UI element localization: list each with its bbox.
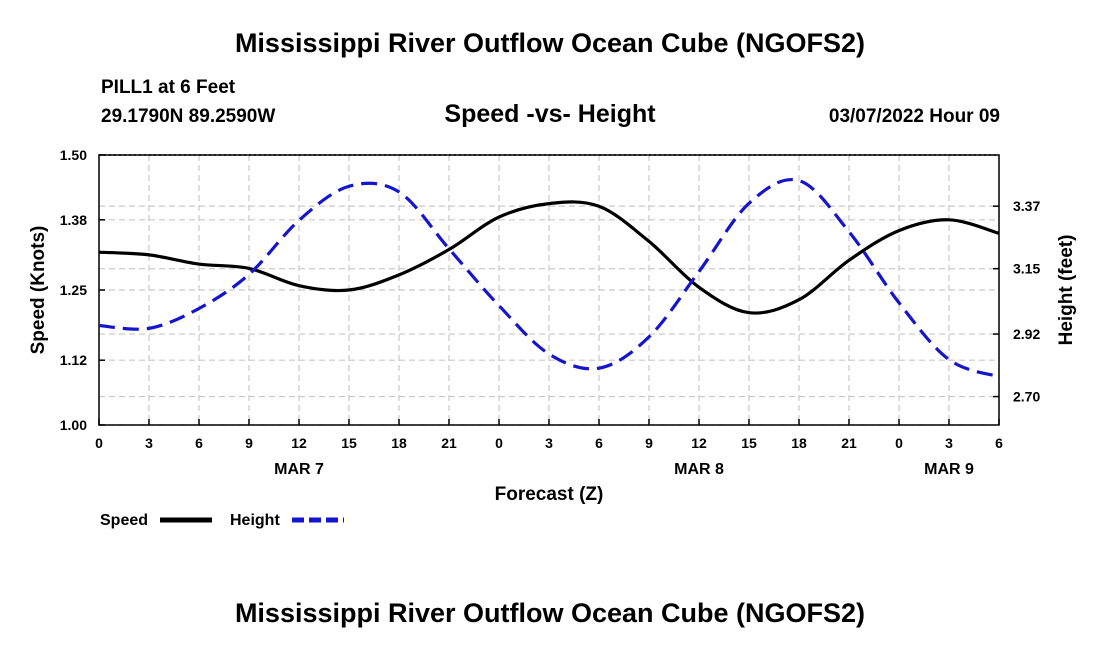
location-coordinates: 29.1790N 89.2590W (101, 106, 276, 127)
x-tick-label: 21 (441, 435, 457, 451)
y-right-tick-label: 2.70 (1013, 389, 1040, 405)
day-label: MAR 8 (674, 461, 724, 478)
x-tick-label: 0 (895, 435, 903, 451)
x-tick-label: 9 (645, 435, 653, 451)
x-axis-label: Forecast (Z) (495, 484, 604, 505)
day-label: MAR 9 (924, 461, 974, 478)
day-label: MAR 7 (274, 461, 324, 478)
x-tick-label: 9 (245, 435, 253, 451)
y-right-tick-label: 2.92 (1013, 326, 1040, 342)
y-axis-label-left: Speed (Knots) (28, 226, 49, 355)
series-line-speed (98, 200, 1000, 315)
x-tick-label: 0 (95, 435, 103, 451)
legend-label-height: Height (230, 512, 280, 529)
y-left-tick-label: 1.00 (60, 417, 87, 433)
chart-title: Mississippi River Outflow Ocean Cube (NG… (234, 28, 866, 58)
y-axis-label-right: Height (feet) (1056, 235, 1077, 346)
series-group (98, 177, 1000, 379)
x-tick-label: 15 (341, 435, 357, 451)
x-tick-label: 3 (945, 435, 953, 451)
y-right-tick-label: 3.15 (1013, 261, 1040, 277)
x-tick-label: 18 (791, 435, 807, 451)
y-left-tick-label: 1.12 (60, 352, 87, 368)
x-tick-label: 6 (995, 435, 1003, 451)
x-tick-label: 6 (595, 435, 603, 451)
axis-ticks: 0 3 6 9 12 15 18 21 0 3 6 9 12 15 18 21 0 3 6 MAR 7 MAR 8 MAR… (60, 147, 1041, 478)
x-tick-label: 15 (741, 435, 757, 451)
x-tick-label: 12 (691, 435, 707, 451)
x-tick-label: 3 (545, 435, 553, 451)
y-right-tick-label: 3.37 (1013, 198, 1040, 214)
legend-label-speed: Speed (100, 512, 148, 529)
footer-title: Mississippi River Outflow Ocean Cube (NG… (234, 598, 866, 628)
y-left-tick-label: 1.38 (60, 212, 87, 228)
forecast-timestamp: 03/07/2022 Hour 09 (828, 106, 1000, 127)
x-tick-label: 0 (495, 435, 503, 451)
series-line-height (98, 177, 1000, 379)
chart-subtitle: Speed -vs- Height (444, 100, 656, 128)
x-tick-label: 6 (195, 435, 203, 451)
legend: Speed Height (100, 512, 344, 529)
x-tick-label: 18 (391, 435, 407, 451)
station-label: PILL1 at 6 Feet (101, 77, 236, 98)
x-tick-label: 3 (145, 435, 153, 451)
x-tick-label: 12 (291, 435, 307, 451)
grid (98, 154, 1000, 426)
x-tick-label: 21 (841, 435, 857, 451)
y-left-tick-label: 1.25 (60, 282, 87, 298)
y-left-tick-label: 1.50 (60, 147, 87, 163)
